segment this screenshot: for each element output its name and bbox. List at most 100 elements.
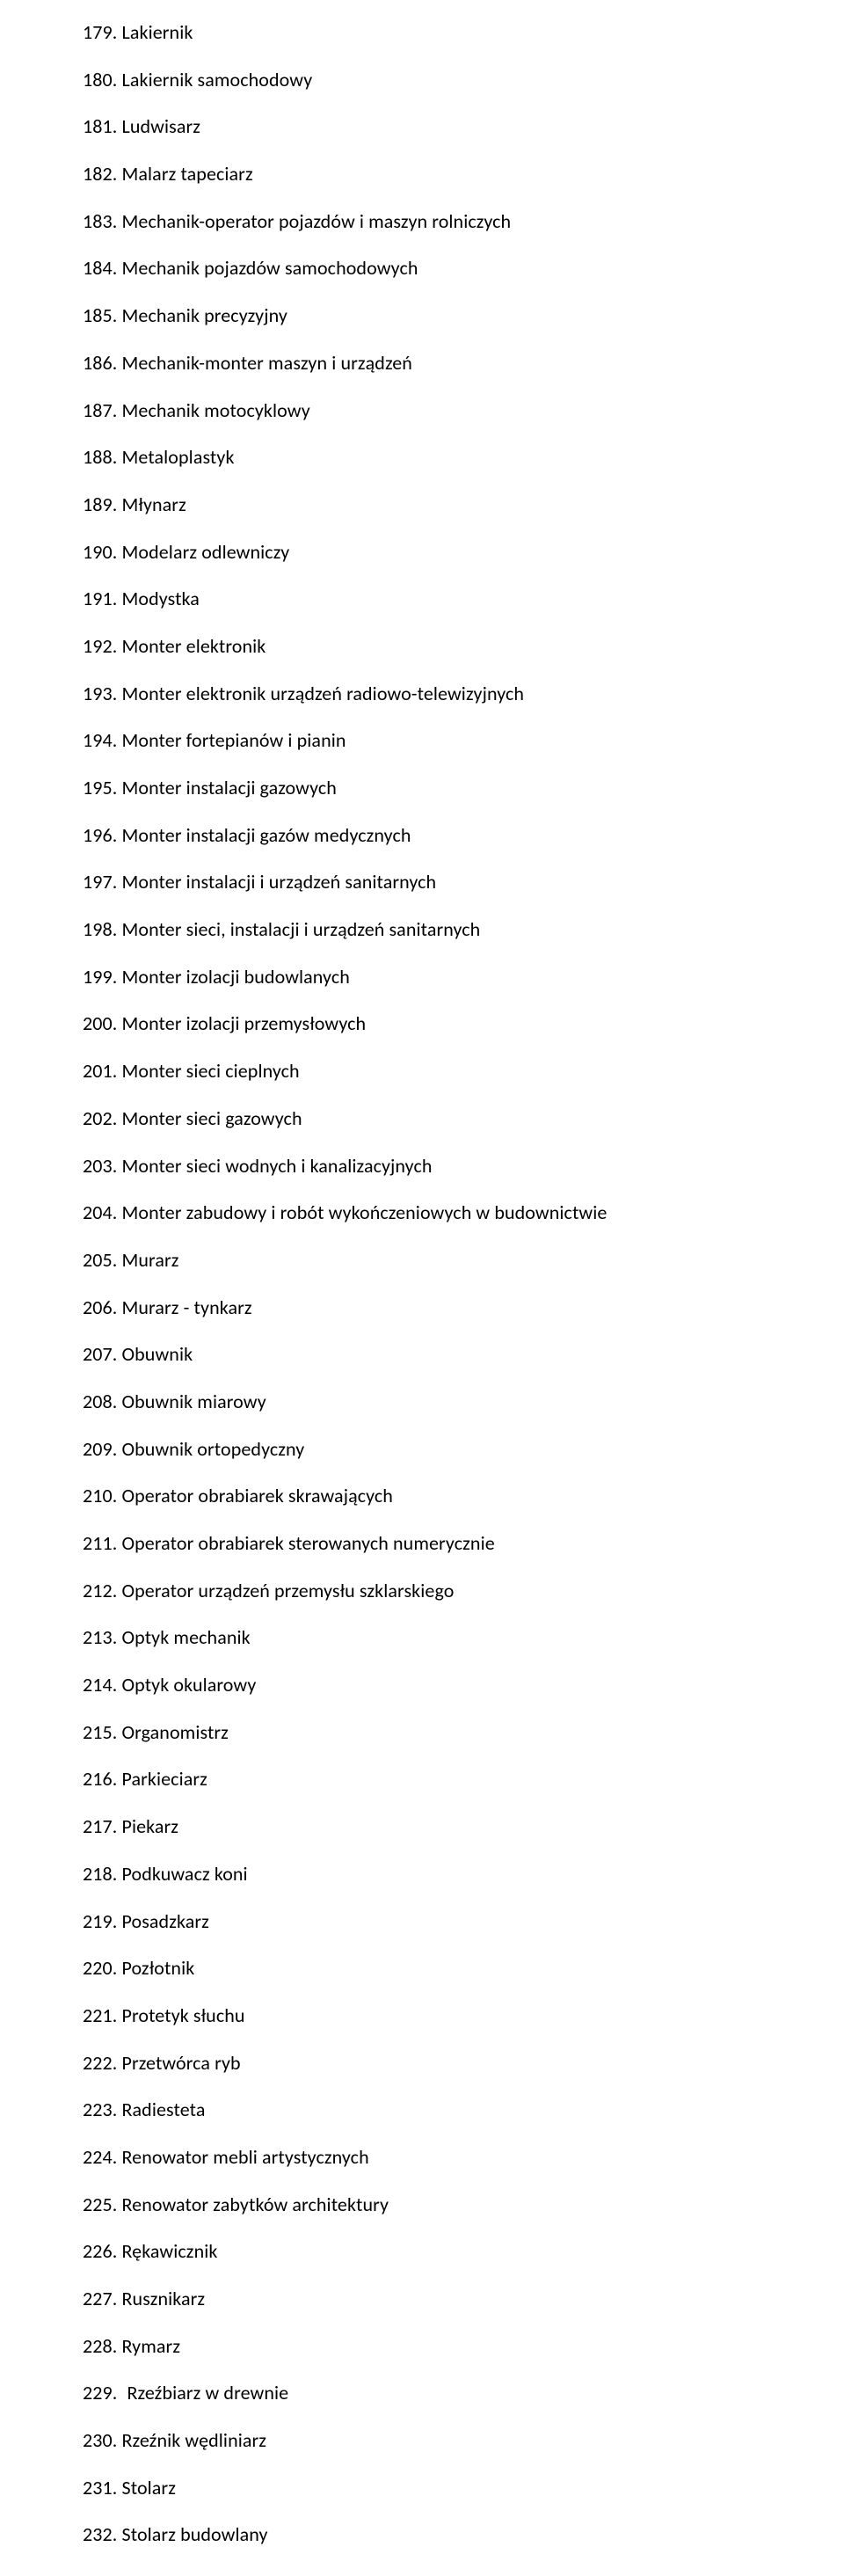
item-number: 228.: [83, 2334, 117, 2358]
item-number: 209.: [83, 1437, 117, 1461]
document-page: 179. Lakiernik180. Lakiernik samochodowy…: [0, 0, 844, 2576]
item-number: 188.: [83, 445, 117, 469]
list-item: 231. Stolarz: [83, 2464, 844, 2512]
item-number: 204.: [83, 1200, 117, 1224]
item-number: 183.: [83, 209, 117, 233]
item-label: Monter elektronik urządzeń radiowo-telew…: [121, 682, 524, 705]
item-label: Renowator mebli artystycznych: [121, 2145, 368, 2169]
item-label: Młynarz: [121, 493, 186, 516]
item-number: 207.: [83, 1342, 117, 1366]
item-label: Organomistrz: [121, 1720, 229, 1744]
item-label: Obuwnik miarowy: [121, 1390, 266, 1413]
list-item: 189. Młynarz: [83, 481, 844, 529]
list-item: 180. Lakiernik samochodowy: [83, 56, 844, 104]
item-label: Murarz - tynkarz: [121, 1295, 251, 1319]
item-label: Przetwórca ryb: [121, 2051, 240, 2075]
list-item: 207. Obuwnik: [83, 1331, 844, 1378]
list-item: 229. Rzeźbiarz w drewnie: [83, 2369, 844, 2417]
item-label: Monter zabudowy i robót wykończeniowych …: [121, 1200, 607, 1224]
list-item: 196. Monter instalacji gazów medycznych: [83, 812, 844, 859]
item-number: 194.: [83, 728, 117, 752]
item-number: 196.: [83, 823, 117, 847]
list-item: 227. Rusznikarz: [83, 2275, 844, 2323]
item-number: 225.: [83, 2193, 117, 2216]
item-label: Piekarz: [121, 1814, 178, 1838]
list-item: 197. Monter instalacji i urządzeń sanita…: [83, 858, 844, 906]
item-number: 185.: [83, 303, 117, 327]
item-label: Posadzkarz: [121, 1909, 208, 1933]
item-number: 215.: [83, 1720, 117, 1744]
list-item: 202. Monter sieci gazowych: [83, 1095, 844, 1142]
list-item: 191. Modystka: [83, 575, 844, 623]
item-number: 189.: [83, 493, 117, 516]
item-number: 200.: [83, 1011, 117, 1035]
item-number: 186.: [83, 351, 117, 375]
item-label: Metaloplastyk: [121, 445, 234, 469]
item-number: 191.: [83, 587, 117, 610]
item-label: Monter sieci wodnych i kanalizacyjnych: [121, 1154, 432, 1178]
item-label: Lakiernik samochodowy: [121, 68, 312, 91]
list-item: 230. Rzeźnik wędliniarz: [83, 2417, 844, 2464]
list-item: 220. Pozłotnik: [83, 1945, 844, 1992]
item-number: 223.: [83, 2098, 117, 2121]
list-item: 213. Optyk mechanik: [83, 1614, 844, 1661]
item-label: Mechanik pojazdów samochodowych: [121, 256, 418, 280]
item-number: 205.: [83, 1248, 117, 1272]
item-label: Operator obrabiarek sterowanych numerycz…: [121, 1531, 494, 1555]
list-item: 224. Renowator mebli artystycznych: [83, 2134, 844, 2181]
list-item: 190. Modelarz odlewniczy: [83, 529, 844, 576]
item-label: Mechanik-monter maszyn i urządzeń: [121, 351, 411, 375]
list-item: 194. Monter fortepianów i pianin: [83, 717, 844, 764]
item-label: Ludwisarz: [121, 114, 200, 138]
list-item: 204. Monter zabudowy i robót wykończenio…: [83, 1189, 844, 1237]
item-number: 230.: [83, 2428, 117, 2452]
item-number: 214.: [83, 1673, 117, 1697]
list-item: 203. Monter sieci wodnych i kanalizacyjn…: [83, 1142, 844, 1190]
item-label: Obuwnik: [121, 1342, 193, 1366]
list-item: 179. Lakiernik: [83, 9, 844, 56]
list-item: 199. Monter izolacji budowlanych: [83, 953, 844, 1001]
item-number: 182.: [83, 162, 117, 186]
list-item: 205. Murarz: [83, 1237, 844, 1284]
list-item: 218. Podkuwacz koni: [83, 1850, 844, 1898]
list-item: 208. Obuwnik miarowy: [83, 1378, 844, 1426]
list-item: 216. Parkieciarz: [83, 1755, 844, 1803]
item-label: Monter sieci, instalacji i urządzeń sani…: [121, 917, 480, 941]
item-number: 217.: [83, 1814, 117, 1838]
list-item: 186. Mechanik-monter maszyn i urządzeń: [83, 339, 844, 387]
item-number: 232.: [83, 2522, 117, 2546]
list-item: 209. Obuwnik ortopedyczny: [83, 1426, 844, 1473]
list-item: 232. Stolarz budowlany: [83, 2511, 844, 2558]
list-item: 217. Piekarz: [83, 1803, 844, 1850]
list-item: 214. Optyk okularowy: [83, 1661, 844, 1709]
item-number: 229.: [83, 2381, 117, 2405]
item-label: Operator obrabiarek skrawających: [121, 1484, 392, 1507]
list-item: 228. Rymarz: [83, 2323, 844, 2370]
item-label: Monter instalacji i urządzeń sanitarnych: [121, 870, 436, 894]
item-label: Pozłotnik: [121, 1956, 194, 1980]
list-item: 215. Organomistrz: [83, 1709, 844, 1756]
list-item: 181. Ludwisarz: [83, 103, 844, 150]
list-item: 219. Posadzkarz: [83, 1898, 844, 1945]
list-item: 187. Mechanik motocyklowy: [83, 387, 844, 434]
item-label: Monter instalacji gazów medycznych: [121, 823, 411, 847]
item-number: 206.: [83, 1295, 117, 1319]
list-item: 221. Protetyk słuchu: [83, 1992, 844, 2040]
list-item: 210. Operator obrabiarek skrawających: [83, 1472, 844, 1520]
item-number: 218.: [83, 1862, 117, 1886]
item-number: 190.: [83, 540, 117, 564]
item-label: Renowator zabytków architektury: [121, 2193, 389, 2216]
item-label: Obuwnik ortopedyczny: [121, 1437, 304, 1461]
list-item: 182. Malarz tapeciarz: [83, 150, 844, 198]
item-number: 211.: [83, 1531, 117, 1555]
item-number: 201.: [83, 1059, 117, 1083]
item-number: 224.: [83, 2145, 117, 2169]
item-number: 192.: [83, 634, 117, 658]
list-item: 192. Monter elektronik: [83, 623, 844, 670]
list-item: 183. Mechanik-operator pojazdów i maszyn…: [83, 198, 844, 245]
item-label: Monter sieci cieplnych: [121, 1059, 299, 1083]
list-item: 198. Monter sieci, instalacji i urządzeń…: [83, 906, 844, 953]
item-number: 181.: [83, 114, 117, 138]
item-label: Rzeźbiarz w drewnie: [127, 2381, 288, 2405]
list-item: 225. Renowator zabytków architektury: [83, 2181, 844, 2229]
